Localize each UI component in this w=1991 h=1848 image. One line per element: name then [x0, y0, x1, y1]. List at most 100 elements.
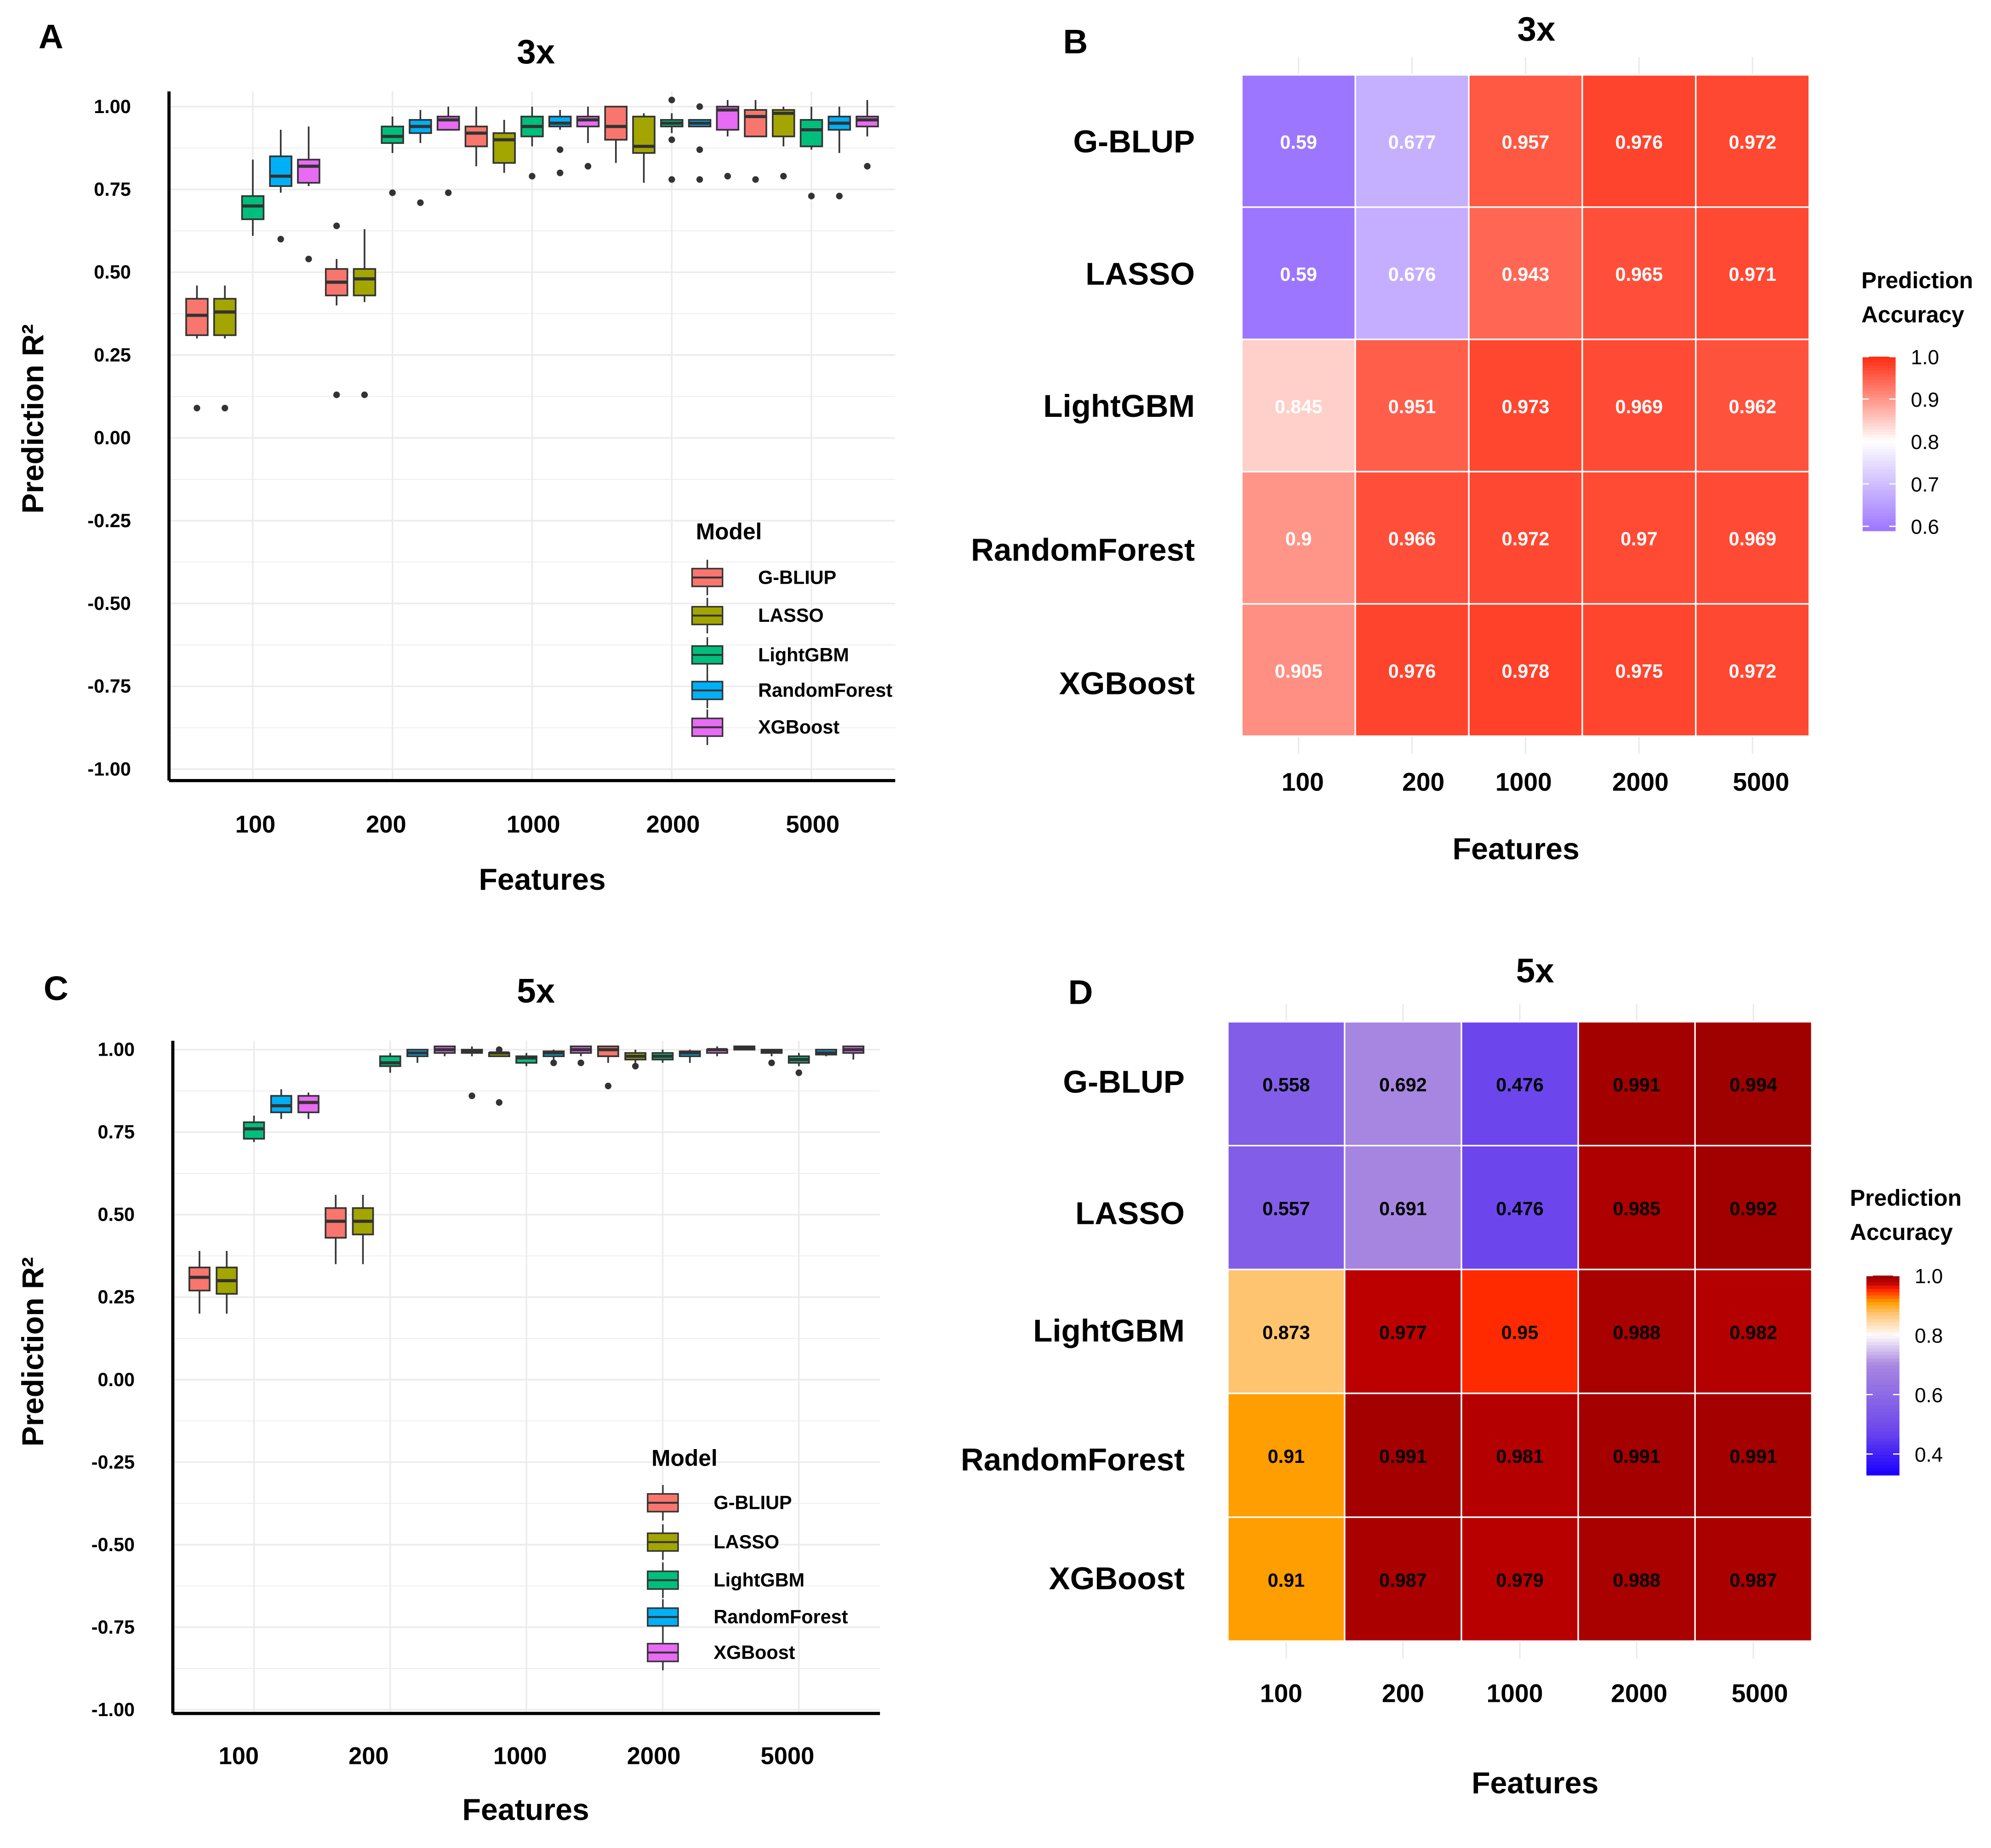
colorbar-segment [1862, 382, 1896, 387]
outlier-point [445, 189, 452, 196]
panel-a-boxplot: A 3x 1.00 0.75 0.50 0.25 0.00 -0.25 -0.50 -0.75 -1… [16, 17, 896, 897]
legend-label: G-BLIUP [713, 1492, 792, 1513]
heatmap-cell: 0.969 [1695, 471, 1810, 605]
colorbar-segment [1866, 1445, 1900, 1449]
heatmap-cell: 0.991 [1694, 1393, 1813, 1518]
y-tick-label: -0.50 [87, 593, 131, 614]
heatmap-cell-fill [1581, 206, 1697, 341]
x-tick-label: 5000 [1732, 1679, 1788, 1707]
cell-value-label: 0.691 [1379, 1198, 1427, 1219]
y-tick-label: 0.25 [94, 344, 131, 365]
box-lasso-200 [353, 229, 377, 398]
colorbar-segment [1866, 1425, 1900, 1429]
cell-value-label: 0.957 [1502, 131, 1550, 153]
heatmap-cell-fill [1460, 1268, 1579, 1394]
colorbar-segment [1862, 501, 1896, 506]
colorbar-segment [1866, 1405, 1900, 1409]
colorbar-segment [1862, 487, 1896, 491]
x-tick-label: 2000 [1612, 768, 1669, 796]
heatmap-cell: 0.975 [1581, 603, 1697, 737]
box-lightgbm-100 [241, 159, 265, 236]
x-tick-label: 5000 [786, 812, 839, 838]
box-lasso-1000 [492, 119, 516, 173]
chart-title: 3x [1517, 10, 1556, 48]
cell-value-label: 0.962 [1729, 396, 1776, 417]
heatmap-cell: 0.677 [1354, 74, 1470, 208]
colorbar-tick-label: 0.8 [1911, 431, 1939, 454]
box-iqr [604, 106, 628, 141]
colorbar-segment [1866, 1352, 1900, 1356]
heatmap-cell: 0.988 [1577, 1268, 1696, 1394]
heatmap-cell: 0.59 [1241, 206, 1356, 341]
colorbar-segment [1866, 1348, 1900, 1353]
colorbar-segment [1866, 1275, 1900, 1280]
y-tick-label: LightGBM [1033, 1313, 1185, 1348]
box-xgboost-200 [434, 1045, 456, 1057]
colorbar-segment [1862, 449, 1896, 453]
heatmap-cell-fill [1694, 1516, 1813, 1642]
cell-value-label: 0.987 [1729, 1570, 1777, 1591]
panel-letter: C [44, 969, 68, 1007]
panel-letter: A [39, 17, 63, 56]
box-lasso-200 [352, 1194, 374, 1264]
colorbar-segment [1862, 475, 1896, 479]
box-iqr [188, 1267, 211, 1291]
box-randomforest-5000 [815, 1049, 837, 1057]
cell-value-label: 0.978 [1502, 660, 1550, 682]
outlier-point [333, 222, 340, 229]
colorbar-segment [1862, 426, 1896, 430]
legend-item: RandomForest [691, 672, 892, 709]
heatmap-cell-fill [1227, 1268, 1346, 1394]
colorbar-segment [1866, 1398, 1900, 1403]
box-iqr [297, 159, 320, 184]
legend-item: G-BLIUP [691, 559, 836, 596]
colorbar-segment [1862, 365, 1896, 369]
box-iqr [325, 1207, 347, 1239]
panel-c-boxplot: C 5x 1.00 0.75 0.50 0.25 0.00 -0.25 -0.50 -0.75 -1… [16, 969, 880, 1827]
box-lasso-2000 [632, 113, 656, 183]
box-lightgbm-100 [243, 1115, 265, 1142]
colorbar-segment [1866, 1378, 1900, 1383]
heatmap-cell: 0.976 [1354, 603, 1470, 737]
outlier-point [768, 1059, 775, 1066]
heatmap-cell-fill [1695, 74, 1810, 208]
heatmap-cell: 0.957 [1468, 74, 1583, 208]
y-tick-label: -0.75 [87, 676, 131, 697]
colorbar-segment [1866, 1435, 1900, 1439]
colorbar-segment [1862, 388, 1896, 392]
colorbar-segment [1862, 490, 1896, 494]
y-tick-label: -0.75 [91, 1616, 135, 1638]
colorbar-segment [1862, 446, 1896, 450]
cell-value-label: 0.476 [1496, 1074, 1544, 1095]
heatmap-cell: 0.476 [1460, 1021, 1579, 1147]
box-g-bliup-1000 [461, 1046, 483, 1099]
x-tick-label: 1000 [1487, 1679, 1543, 1707]
cell-value-label: 0.951 [1388, 396, 1436, 417]
box-lasso-5000 [772, 106, 795, 180]
legend: Model G-BLIUP LASSO LightGBM RandomForest XGB… [647, 1445, 848, 1671]
cell-value-label: 0.972 [1502, 529, 1550, 550]
colorbar-segment [1866, 1408, 1900, 1413]
colorbar-segment [1862, 397, 1896, 401]
chart-title: 5x [517, 972, 555, 1010]
cell-value-label: 0.979 [1496, 1570, 1544, 1591]
colorbar-segment [1862, 440, 1896, 444]
outlier-point [333, 391, 340, 398]
colorbar-segment [1862, 513, 1896, 517]
colorbar-segment [1862, 415, 1896, 418]
heatmap-cell: 0.965 [1581, 206, 1697, 341]
box-lasso-1000 [488, 1046, 510, 1106]
cell-value-label: 0.991 [1613, 1074, 1660, 1095]
colorbar-segment [1866, 1458, 1900, 1462]
heatmap-cell: 0.979 [1460, 1516, 1579, 1642]
colorbar-tick-label: 0.8 [1915, 1325, 1943, 1347]
y-tick-label: -1.00 [91, 1699, 135, 1720]
y-tick-label: G-BLUP [1063, 1063, 1185, 1099]
colorbar-segment [1866, 1345, 1900, 1349]
cell-value-label: 0.969 [1615, 396, 1663, 417]
colorbar-segment [1866, 1342, 1900, 1346]
colorbar-segment [1866, 1312, 1900, 1316]
colorbar-segment [1862, 481, 1896, 485]
y-tick-label: -0.50 [91, 1534, 135, 1555]
box-iqr [548, 115, 572, 128]
